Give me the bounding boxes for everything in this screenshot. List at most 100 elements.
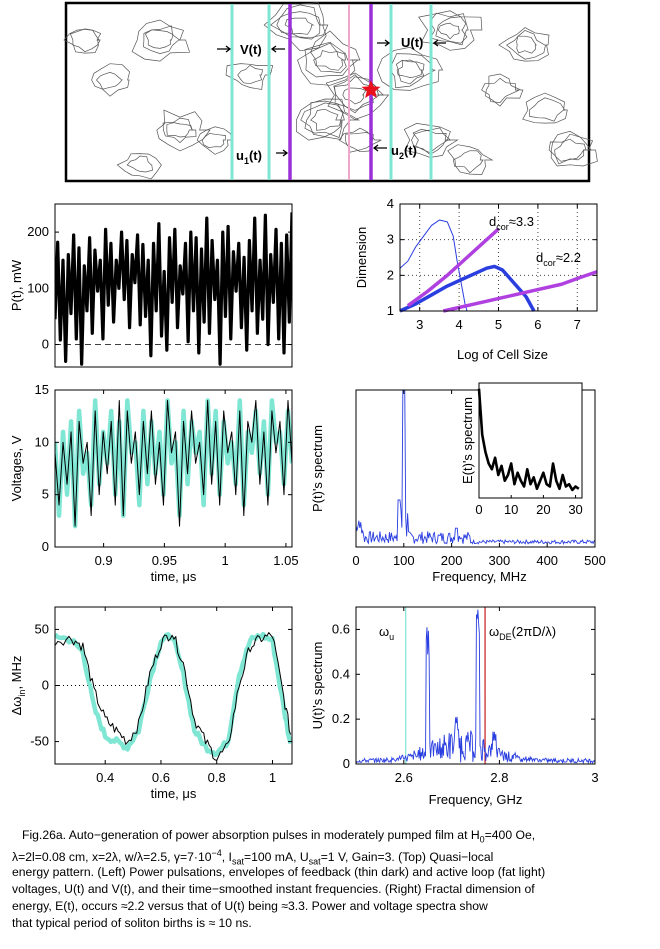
contour-ring xyxy=(166,122,193,138)
contour-ring xyxy=(498,27,550,62)
contour-ring xyxy=(437,22,460,40)
x-tick-label: 0.4 xyxy=(96,770,114,785)
y-tick-label: 100 xyxy=(27,280,49,295)
contour-ring xyxy=(481,77,520,103)
arrow-icon xyxy=(432,39,446,47)
caption-line: that typical period of soliton births is… xyxy=(12,916,252,930)
arrow-icon xyxy=(377,39,391,47)
contour-ring xyxy=(131,19,191,62)
x-axis-label: time, μs xyxy=(151,786,197,801)
x-tick-label: 1 xyxy=(269,770,276,785)
contour-ring xyxy=(309,42,347,74)
u-spectrum-line xyxy=(356,609,595,764)
inset-chart: 0 10 20 30 E(t)'s spectrum xyxy=(460,382,583,517)
contour-ring xyxy=(485,73,524,107)
y-axis-label: U(t)'s spectrum xyxy=(310,642,325,730)
frequency-chart: 0.4 0.6 0.8 1 -50 0 50 Δωin, MHz time, μs xyxy=(9,606,293,801)
contour-ring xyxy=(396,59,422,78)
x-tick-label: 3 xyxy=(416,317,423,332)
y-tick-label: 15 xyxy=(35,382,49,397)
arrow-icon xyxy=(276,149,289,157)
x-tick-label: 0.9 xyxy=(95,553,113,568)
contour-ring xyxy=(201,133,226,148)
red-star-icon xyxy=(361,80,381,98)
energy-contour-panel: V(t) U(t) u1(t) u2(t) xyxy=(63,1,598,183)
dimension-chart: 3 4 5 6 7 1 2 3 4 Dimension Log of Cell Size dcor≈3… xyxy=(354,196,598,362)
contour-ring xyxy=(505,29,546,60)
x-axis-label: time, μs xyxy=(151,569,197,584)
y-tick-label: 200 xyxy=(27,224,49,239)
contour-ring xyxy=(300,102,344,137)
y-tick-label: 5 xyxy=(42,487,49,502)
contour-ring xyxy=(96,72,123,90)
u2-label: u2(t) xyxy=(391,143,417,161)
x-tick-label: 0.6 xyxy=(152,770,170,785)
x-tick-label: 6 xyxy=(534,317,541,332)
y-axis-label: Dimension xyxy=(354,227,369,288)
inset-x-tick-label: 10 xyxy=(504,502,518,517)
contour-ring xyxy=(69,28,102,53)
contour-ring xyxy=(313,50,345,71)
frequency-active-loop-line xyxy=(55,631,292,758)
y-tick-label: 0 xyxy=(42,539,49,554)
y-tick-label: -50 xyxy=(30,734,49,749)
power-spectrum-line xyxy=(356,390,595,545)
contour-ring xyxy=(522,92,568,124)
caption-line: energy pattern. (Left) Power pulsations,… xyxy=(12,865,546,879)
x-tick-label: 4 xyxy=(455,317,462,332)
contour-ring xyxy=(529,97,566,122)
x-tick-label: 500 xyxy=(584,553,606,568)
contour-ring xyxy=(297,30,361,86)
contour-ring xyxy=(395,59,425,85)
dimension-purple-2.2-line xyxy=(442,270,598,313)
contour-ring xyxy=(310,108,342,131)
y-axis-label: P(t), mW xyxy=(9,259,24,311)
marker-label: ωDE(2πD/λ) xyxy=(489,624,556,642)
y-tick-label: 0 xyxy=(42,337,49,352)
y-tick-label: 2 xyxy=(387,267,394,282)
marker-label: ωu xyxy=(379,624,394,642)
contour-ring xyxy=(403,123,459,158)
x-tick-label: 2.6 xyxy=(395,770,413,785)
dcor-annotation: dcor≈2.2 xyxy=(536,250,581,268)
plot-frame xyxy=(54,203,293,368)
y-tick-label: 0.2 xyxy=(332,711,350,726)
inset-x-tick-label: 30 xyxy=(568,502,582,517)
x-tick-label: 0.8 xyxy=(208,770,226,785)
x-tick-label: 0 xyxy=(352,553,359,568)
contour-ring xyxy=(377,46,444,91)
dimension-purple-3.3-line xyxy=(406,227,500,308)
contour-ring xyxy=(411,127,452,156)
arrow-icon xyxy=(217,45,232,53)
contour-ring xyxy=(554,138,587,162)
contour-ring xyxy=(284,17,315,35)
contour-ring xyxy=(276,11,321,40)
contour-ring xyxy=(304,100,345,138)
contour-ring xyxy=(447,144,494,175)
inset-y-axis-label: E(t)'s spectrum xyxy=(460,397,475,484)
contour-ring xyxy=(516,35,537,54)
contour-ring xyxy=(452,150,484,174)
u2-label-group: u2(t) xyxy=(372,143,417,161)
x-tick-label: 100 xyxy=(393,553,415,568)
contour-ring xyxy=(196,126,233,155)
x-tick-label: 3 xyxy=(591,770,598,785)
contour-ring xyxy=(156,109,211,152)
contour-ring xyxy=(162,117,197,144)
y-tick-label: 1 xyxy=(387,303,394,318)
dcor-annotation: dcor≈3.3 xyxy=(489,214,534,232)
x-tick-label: 200 xyxy=(441,553,463,568)
contour-ring xyxy=(143,25,181,54)
contour-ring xyxy=(548,133,592,165)
plot-frame xyxy=(355,606,596,765)
y-tick-label: 0 xyxy=(42,678,49,693)
voltage-u-feedback-line xyxy=(55,399,292,527)
contour-ring xyxy=(126,155,153,173)
contour-ring xyxy=(435,16,468,44)
y-axis-label: Voltages, V xyxy=(9,435,24,501)
caption-line: Fig.26a. Auto−generation of power absorp… xyxy=(22,828,536,845)
contour-ring xyxy=(270,4,329,39)
contour-ring xyxy=(237,64,264,85)
